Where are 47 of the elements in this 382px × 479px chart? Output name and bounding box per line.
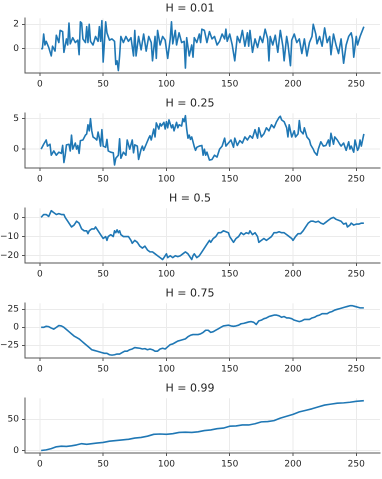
- x-tick-label: 200: [284, 364, 302, 375]
- x-tick-label: 200: [284, 174, 302, 185]
- y-tick-label: 0: [13, 322, 20, 333]
- x-tick-label: 150: [221, 174, 239, 185]
- x-tick-label: 0: [37, 460, 44, 470]
- y-tick-label: 2: [13, 20, 19, 30]
- x-tick-label: 0: [37, 174, 44, 185]
- x-tick-label: 100: [158, 460, 176, 470]
- x-tick-label: 150: [221, 460, 239, 470]
- y-tick-label: 50: [8, 414, 20, 425]
- y-tick-label: 0: [13, 44, 20, 54]
- x-tick-label: 100: [158, 174, 176, 185]
- x-tick-label: 50: [97, 364, 110, 375]
- x-tick-label: 100: [158, 80, 176, 90]
- x-tick-label: 200: [284, 270, 302, 280]
- x-tick-label: 0: [37, 270, 44, 280]
- y-tick-label: 25: [8, 304, 19, 315]
- chart-title: H = 0.25: [166, 96, 214, 110]
- x-tick-label: 0: [37, 80, 44, 90]
- y-tick-label: 5: [13, 114, 19, 124]
- x-tick-label: 150: [221, 270, 239, 280]
- chart-title: H = 0.75: [166, 286, 214, 300]
- y-tick-label: 0: [13, 144, 20, 154]
- x-tick-label: 150: [221, 80, 239, 90]
- x-tick-label: 250: [348, 270, 366, 280]
- x-tick-label: 100: [158, 364, 176, 375]
- x-tick-label: 50: [97, 80, 110, 90]
- x-tick-label: 150: [221, 364, 239, 375]
- y-tick-label: 0: [13, 212, 20, 223]
- y-tick-label: −10: [0, 232, 20, 242]
- y-tick-label: −25: [0, 340, 19, 351]
- y-tick-label: 0: [13, 446, 20, 456]
- x-tick-label: 0: [37, 364, 44, 375]
- x-tick-label: 250: [348, 460, 366, 470]
- x-tick-label: 50: [97, 460, 110, 470]
- x-tick-label: 200: [284, 460, 302, 470]
- x-tick-label: 250: [348, 80, 366, 90]
- y-tick-label: −20: [0, 251, 20, 262]
- chart-title: H = 0.5: [169, 191, 211, 204]
- chart-title: H = 0.01: [166, 1, 214, 14]
- x-tick-label: 100: [158, 270, 176, 280]
- x-tick-label: 200: [284, 80, 302, 90]
- x-tick-label: 250: [348, 174, 366, 185]
- x-tick-label: 50: [97, 174, 110, 185]
- chart-title: H = 0.99: [166, 381, 214, 394]
- x-tick-label: 50: [97, 270, 110, 280]
- x-tick-label: 250: [348, 364, 366, 375]
